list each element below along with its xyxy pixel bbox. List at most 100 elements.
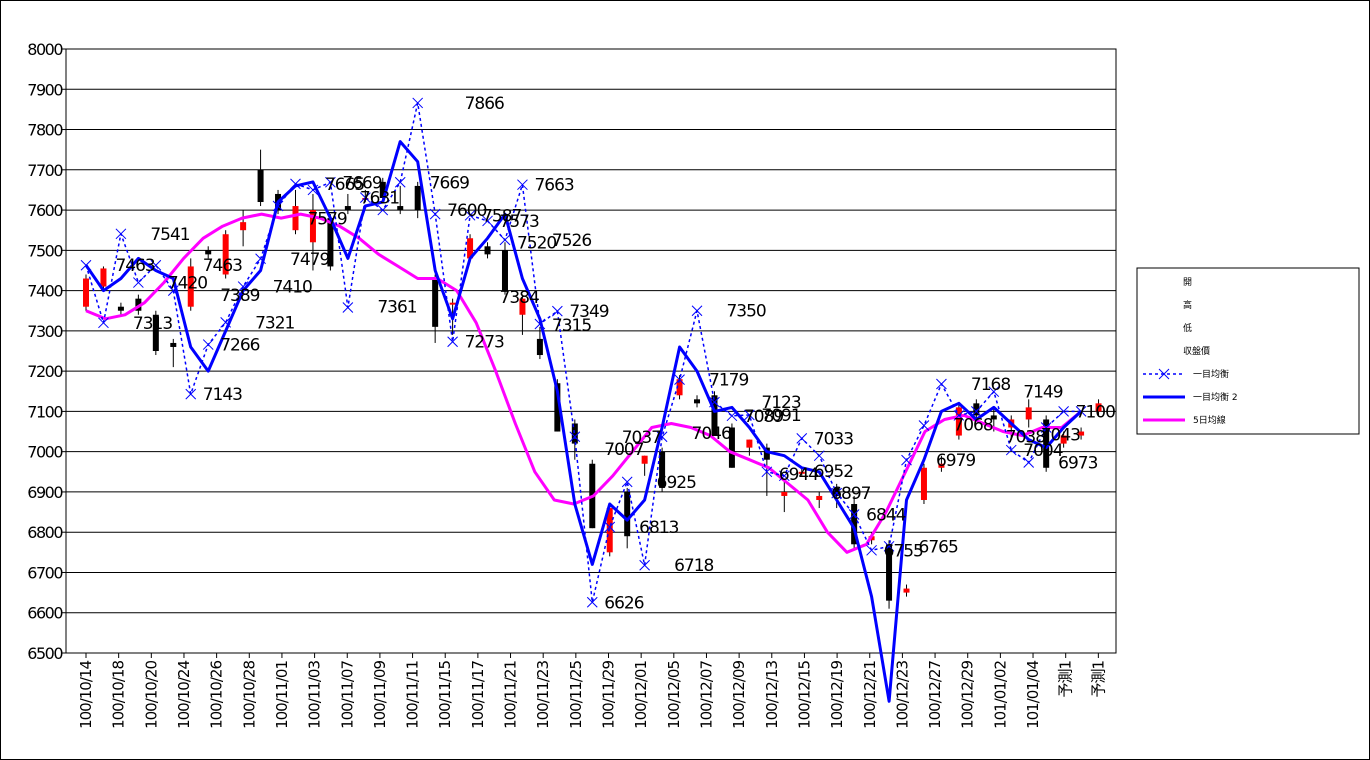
data-label: 7663 bbox=[534, 176, 573, 196]
data-label: 7631 bbox=[360, 189, 399, 209]
data-label: 7315 bbox=[552, 316, 591, 336]
data-label: 6813 bbox=[639, 518, 678, 538]
ichimoku-marker bbox=[115, 228, 127, 240]
x-tick-label: 100/11/11 bbox=[404, 661, 422, 729]
candle-up bbox=[1095, 403, 1102, 412]
y-tick-label: 7900 bbox=[27, 80, 63, 99]
data-label: 7007 bbox=[604, 440, 643, 460]
candle-down bbox=[851, 504, 858, 545]
data-label: 7600 bbox=[447, 201, 486, 221]
candle-up bbox=[938, 463, 945, 468]
x-tick-label: 予測1 bbox=[1057, 661, 1075, 698]
candle-down bbox=[571, 423, 578, 444]
x-tick-label: 100/12/29 bbox=[959, 661, 977, 729]
candle-down bbox=[694, 399, 701, 404]
candle-up bbox=[920, 467, 927, 500]
data-label: 7037 bbox=[622, 428, 661, 448]
ichimoku-marker bbox=[517, 179, 528, 191]
candle-down bbox=[257, 169, 264, 203]
legend-label: 低 bbox=[1183, 322, 1192, 334]
x-tick-label: 100/11/03 bbox=[306, 661, 324, 729]
candle-up bbox=[292, 206, 299, 231]
candle-down bbox=[536, 338, 543, 356]
data-label: 6897 bbox=[831, 484, 870, 504]
data-label: 7321 bbox=[255, 313, 294, 333]
ichimoku-marker bbox=[778, 470, 790, 482]
ichimoku-marker bbox=[202, 339, 214, 350]
candle-down bbox=[501, 250, 508, 291]
y-tick-label: 7000 bbox=[27, 443, 63, 462]
x-tick-label: 100/10/26 bbox=[208, 661, 226, 729]
ichimoku-marker bbox=[918, 420, 930, 431]
ichimoku-marker bbox=[325, 176, 336, 188]
data-label: 6755 bbox=[884, 541, 923, 561]
y-tick-label: 7100 bbox=[27, 402, 63, 421]
x-tick-label: 100/12/09 bbox=[730, 661, 748, 729]
data-label: 7089 bbox=[744, 407, 783, 427]
candle-down bbox=[414, 185, 421, 211]
data-label: 7526 bbox=[552, 231, 591, 251]
data-label: 7573 bbox=[500, 212, 539, 232]
legend-label: 収盤價 bbox=[1183, 345, 1210, 357]
data-label: 7046 bbox=[692, 424, 731, 444]
candle-down bbox=[205, 250, 212, 255]
x-tick-label: 100/12/13 bbox=[763, 661, 781, 729]
x-tick-label: 100/11/01 bbox=[273, 661, 291, 729]
ichimoku-marker bbox=[848, 509, 860, 520]
ma5-line bbox=[85, 212, 1083, 554]
candle-up bbox=[467, 238, 474, 259]
candle-up bbox=[1025, 407, 1032, 420]
data-label: 7043 bbox=[1041, 425, 1080, 445]
data-label: 7100 bbox=[1076, 402, 1115, 422]
data-label: 7273 bbox=[465, 333, 504, 353]
data-label: 7479 bbox=[290, 250, 329, 270]
ichimoku-marker bbox=[429, 208, 441, 220]
data-label: 7389 bbox=[220, 286, 259, 306]
ichimoku-marker bbox=[237, 281, 249, 292]
ichimoku-marker bbox=[447, 336, 458, 348]
ichimoku-marker bbox=[569, 431, 581, 443]
data-label: 6626 bbox=[604, 593, 643, 613]
x-tick-label: 100/12/19 bbox=[828, 661, 846, 729]
candle-up bbox=[903, 588, 910, 593]
candle-down bbox=[432, 278, 439, 327]
ichimoku-marker bbox=[552, 305, 563, 317]
x-tick-label: 予測1 bbox=[1089, 661, 1107, 698]
candle-up bbox=[449, 302, 456, 305]
x-tick-label: 100/10/20 bbox=[142, 661, 160, 729]
data-label: 7520 bbox=[517, 233, 556, 253]
x-tick-label: 100/12/27 bbox=[926, 661, 944, 729]
ichimoku-marker bbox=[813, 450, 825, 462]
data-label: 7669 bbox=[342, 173, 381, 193]
y-tick-label: 6500 bbox=[27, 644, 63, 663]
ichimoku-marker bbox=[1005, 444, 1017, 456]
ichimoku-marker bbox=[586, 596, 598, 608]
ichimoku-marker bbox=[185, 388, 197, 400]
legend-label: 高 bbox=[1183, 299, 1192, 311]
ichimoku-marker bbox=[394, 176, 406, 188]
candle-up bbox=[222, 234, 229, 275]
candle-down bbox=[344, 206, 351, 211]
x-tick-label: 100/11/29 bbox=[600, 661, 618, 729]
line-series bbox=[80, 97, 1087, 703]
data-labels: 7463731375417420746373897143726673217410… bbox=[115, 94, 1116, 613]
candle-down bbox=[554, 383, 561, 432]
candle-up bbox=[816, 495, 823, 500]
ichimoku-marker bbox=[1040, 422, 1052, 433]
ichimoku-marker bbox=[744, 409, 755, 421]
data-label: 7384 bbox=[500, 288, 539, 308]
data-label: 7068 bbox=[953, 415, 992, 435]
x-tick-label: 100/10/14 bbox=[77, 661, 95, 729]
x-tick-label: 100/12/07 bbox=[697, 661, 715, 729]
ichimoku-marker bbox=[866, 544, 877, 556]
ichimoku-marker bbox=[359, 192, 371, 203]
candle-up bbox=[83, 278, 89, 307]
legend-label: 一目均衡 bbox=[1193, 368, 1229, 380]
x-axis: 100/10/14 100/10/18 100/10/20 100/10/24 100/… bbox=[77, 653, 1107, 729]
data-label: 7168 bbox=[971, 375, 1010, 395]
ichimoku-marker bbox=[761, 466, 773, 478]
data-label: 7091 bbox=[761, 406, 800, 426]
ichimoku-marker bbox=[1023, 457, 1035, 468]
ichimoku-marker bbox=[674, 374, 685, 385]
